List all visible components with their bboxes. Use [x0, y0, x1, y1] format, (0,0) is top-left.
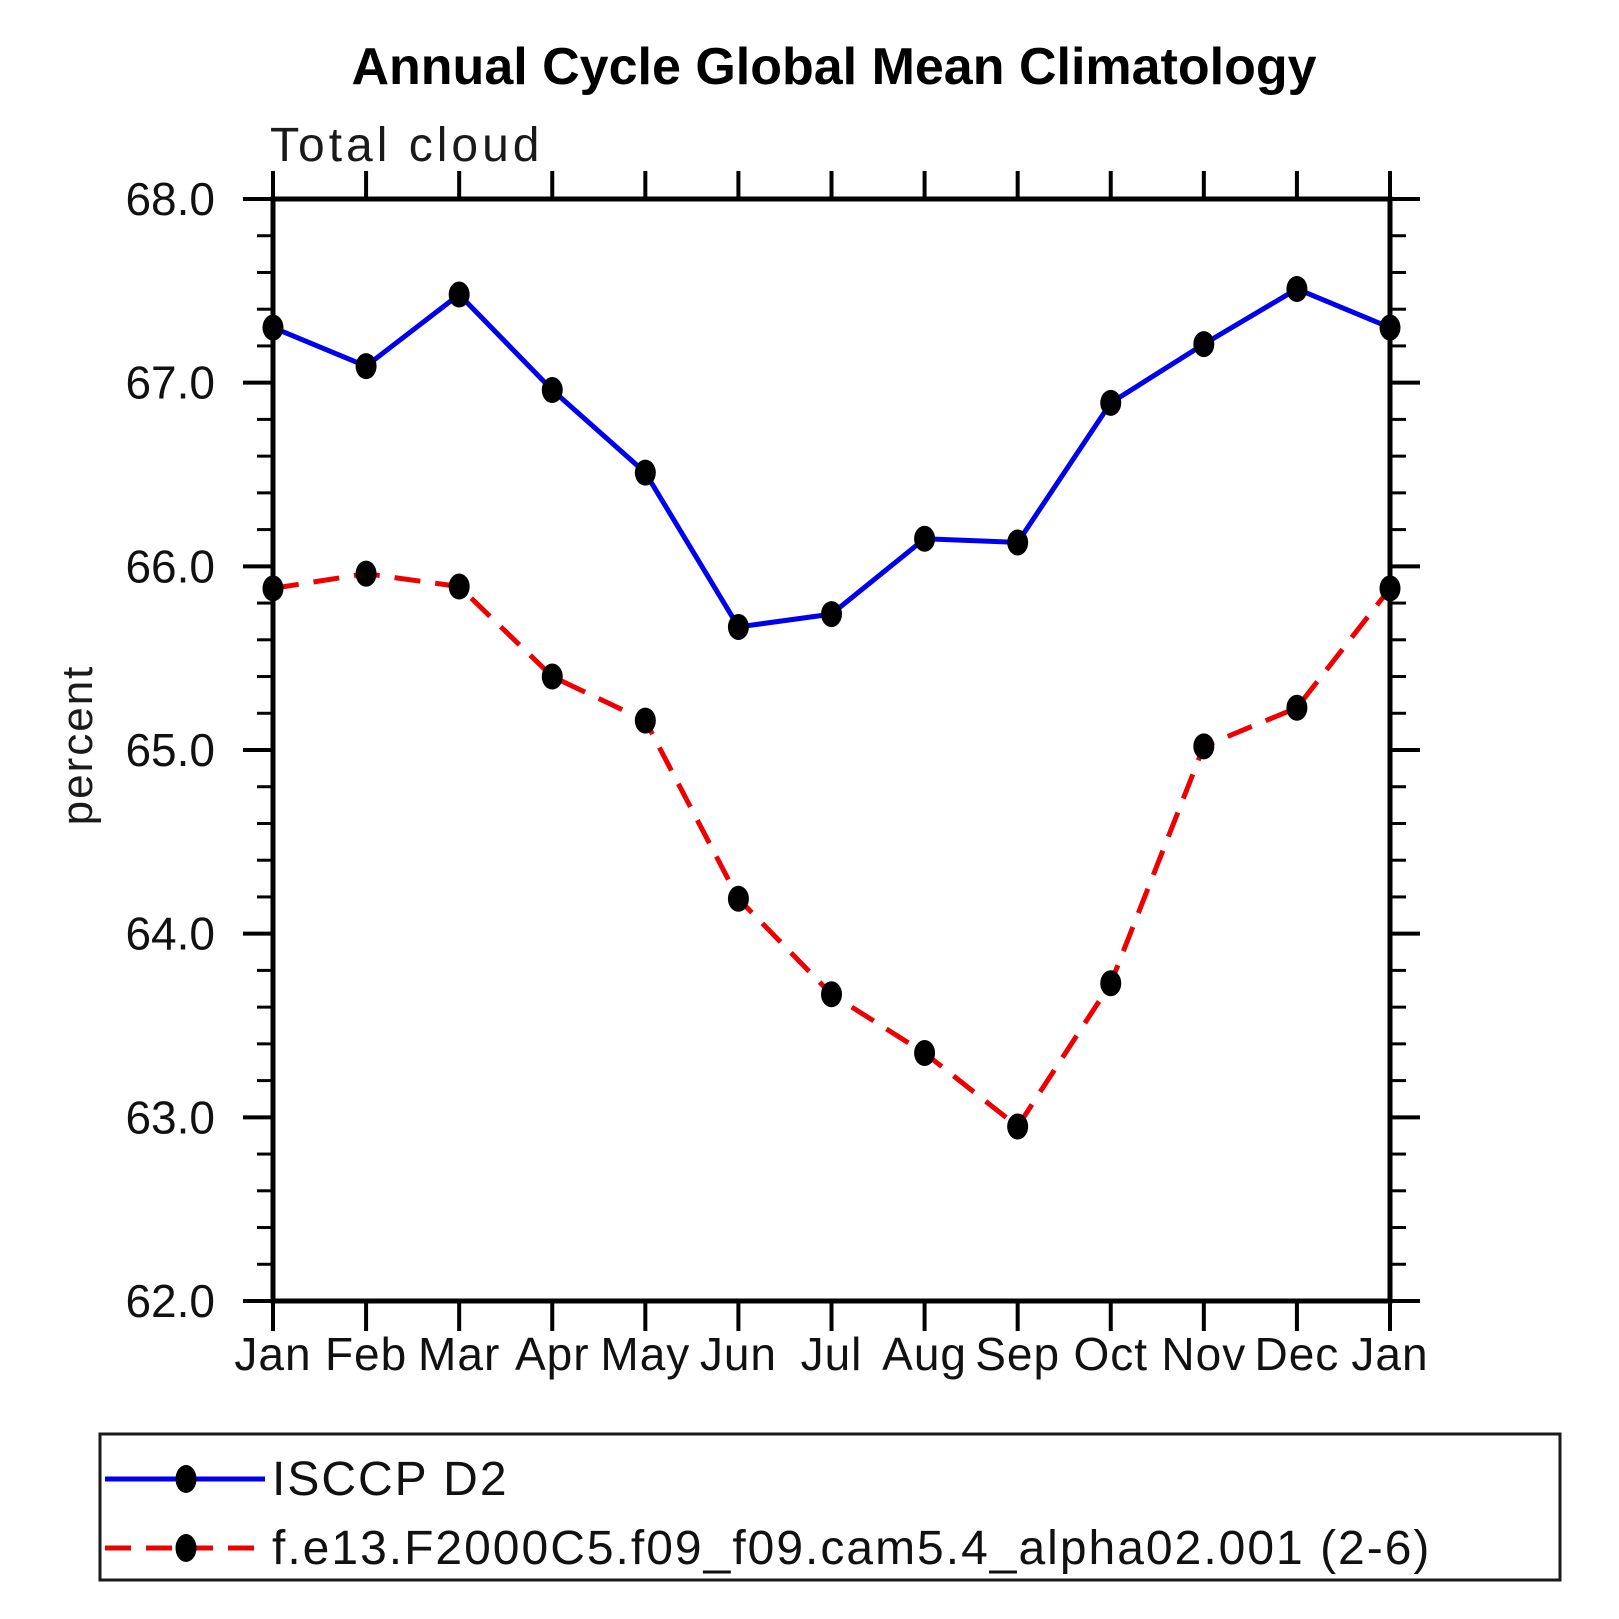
series-1-marker [448, 573, 470, 600]
series-0-marker [448, 281, 470, 308]
legend-label-1: f.e13.F2000C5.f09_f09.cam5.4_alpha02.001… [272, 1522, 1431, 1575]
series-0-marker [914, 525, 936, 552]
series-0-marker [821, 601, 842, 628]
y-tick-label: 62.0 [125, 1275, 215, 1327]
x-tick-label: Aug [882, 1328, 967, 1380]
y-tick-label: 64.0 [125, 908, 215, 960]
x-tick-label: Jun [700, 1328, 777, 1380]
series-0-marker [541, 377, 563, 404]
series-1-marker [1286, 694, 1308, 721]
y-tick-label: 66.0 [125, 540, 215, 592]
series-1-marker [1193, 733, 1215, 760]
legend-box [98, 1432, 1562, 1582]
series-0-marker [727, 613, 749, 640]
series-0-marker [262, 314, 284, 341]
x-tick-label: Sep [975, 1328, 1060, 1380]
series-1-marker [634, 707, 656, 734]
chart-subtitle: Total cloud [270, 119, 543, 172]
plot-border [270, 196, 1393, 1304]
series-1-marker [1379, 575, 1401, 602]
x-tick-label: Apr [515, 1328, 590, 1380]
series-1-marker [541, 663, 563, 690]
series-1-marker [1007, 1113, 1029, 1140]
legend: ISCCP D2 f.e13.F2000C5.f09_f09.cam5.4_alp… [98, 1432, 1562, 1582]
series-1-marker [821, 981, 842, 1008]
x-tick-label: Jan [234, 1328, 311, 1380]
x-tick-labels: Jan Feb Mar Apr May Jun Jul Aug Sep Oct Nov Dec Jan [234, 1328, 1428, 1380]
axis-ticks [243, 171, 1420, 1331]
series-0-marker [1007, 529, 1029, 556]
series-line-1 [272, 571, 1392, 1130]
x-tick-label: Jul [801, 1328, 863, 1380]
series-0-marker [634, 459, 656, 486]
series-0-marker [1379, 314, 1401, 341]
series-1-marker [727, 885, 749, 912]
series-1-marker [355, 560, 377, 587]
x-tick-label: Oct [1073, 1328, 1148, 1380]
x-tick-label: Jan [1351, 1328, 1428, 1380]
series-1-marker [262, 575, 284, 602]
y-tick-label: 67.0 [125, 357, 215, 409]
x-tick-label: Dec [1255, 1328, 1340, 1380]
series-0-marker [1193, 331, 1215, 358]
y-tick-label: 63.0 [125, 1091, 215, 1143]
legend-marker-0 [175, 1465, 197, 1493]
y-axis-label: percent [53, 665, 102, 826]
series-0-marker [1100, 389, 1122, 416]
x-tick-label: Nov [1161, 1328, 1246, 1380]
series-line-0 [272, 286, 1391, 630]
y-tick-label: 65.0 [125, 724, 215, 776]
data-series [262, 275, 1401, 1140]
legend-marker-1 [175, 1534, 197, 1562]
series-1-marker [914, 1040, 936, 1067]
series-0-marker [1286, 275, 1308, 302]
chart-title: Annual Cycle Global Mean Climatology [351, 38, 1316, 96]
legend-label-0: ISCCP D2 [272, 1453, 509, 1506]
x-tick-label: May [600, 1328, 690, 1380]
y-tick-labels: 68.0 67.0 66.0 65.0 64.0 63.0 62.0 [125, 173, 215, 1327]
x-tick-label: Feb [325, 1328, 407, 1380]
y-tick-label: 68.0 [125, 173, 215, 225]
x-tick-label: Mar [418, 1328, 500, 1380]
plot-frame [270, 196, 1393, 1304]
series-0-marker [355, 353, 377, 380]
series-1-marker [1100, 970, 1122, 997]
